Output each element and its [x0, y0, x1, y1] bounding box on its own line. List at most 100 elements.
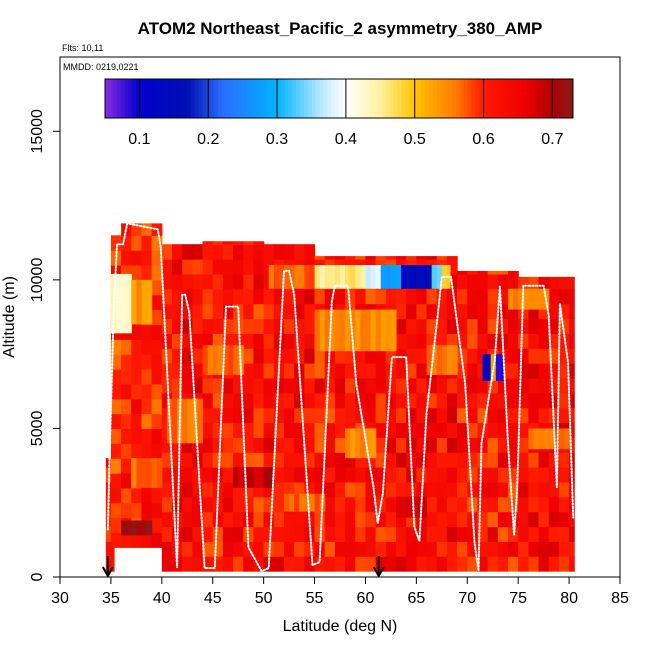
heatmap-cell	[396, 511, 407, 528]
colorbar-segment	[159, 79, 164, 118]
heatmap-cell	[365, 392, 377, 409]
heatmap-cell	[558, 276, 570, 290]
heatmap-cell	[110, 502, 122, 519]
colorbar-segment	[467, 79, 473, 118]
heatmap-cell	[263, 348, 275, 364]
heatmap-cell	[467, 437, 479, 453]
heatmap-cell	[436, 392, 448, 409]
heatmap-cell	[375, 556, 387, 572]
heatmap-cell	[212, 303, 224, 320]
heatmap-cell	[508, 333, 519, 349]
colorbar-segment	[448, 79, 453, 118]
heatmap-cell	[457, 377, 468, 394]
colorbar-segment	[132, 79, 137, 118]
heatmap-patch	[538, 428, 545, 450]
date-note: MMDD: 0219,0221	[63, 62, 139, 72]
heatmap-cell	[273, 333, 285, 349]
heatmap-cell	[121, 413, 132, 430]
heatmap-cell	[334, 392, 346, 409]
heatmap-cell	[161, 481, 173, 498]
heatmap-cell	[314, 437, 326, 453]
heatmap-cell	[202, 259, 214, 275]
heatmap-cell	[105, 526, 115, 542]
heatmap-patch	[182, 398, 188, 444]
heatmap-cell	[446, 422, 458, 438]
heatmap-cell	[497, 526, 509, 542]
heatmap-patch	[329, 309, 336, 352]
heatmap-cell	[446, 333, 458, 349]
heatmap-cell	[426, 541, 438, 557]
heatmap-cell	[457, 392, 468, 409]
colorbar-segment	[303, 79, 309, 118]
x-tick-label: 65	[407, 590, 425, 607]
heatmap-cell	[355, 288, 367, 305]
heatmap-cell	[314, 526, 326, 542]
heatmap-cell	[161, 526, 173, 542]
heatmap-cell	[528, 526, 540, 542]
heatmap-cell	[396, 333, 407, 349]
colorbar-tick-label: 0.4	[335, 131, 357, 148]
heatmap-cell	[365, 511, 377, 528]
heatmap-cell	[467, 526, 479, 542]
chart-title: ATOM2 Northeast_Pacific_2 asymmetry_380_…	[138, 19, 543, 38]
heatmap-cell	[212, 496, 224, 513]
heatmap-cell	[222, 333, 234, 349]
heatmap-cell	[294, 526, 305, 542]
heatmap-cell	[192, 511, 204, 528]
heatmap-cell	[182, 511, 193, 528]
heatmap-cell	[263, 288, 275, 305]
heatmap-cell	[416, 541, 428, 557]
colorbar-segment	[120, 79, 125, 118]
heatmap-cell	[518, 541, 529, 557]
heatmap-cell	[518, 526, 529, 542]
heatmap-cell	[558, 526, 570, 542]
heatmap-patch	[207, 345, 214, 375]
colorbar-segment	[222, 79, 227, 118]
heatmap-cell	[457, 511, 468, 528]
heatmap-patch	[289, 265, 295, 289]
heatmap-cell	[121, 443, 132, 459]
heatmap-cell	[161, 259, 173, 275]
heatmap-patch	[156, 458, 163, 488]
heatmap-cell	[263, 526, 275, 542]
heatmap-cell	[446, 511, 458, 528]
heatmap-cell	[375, 392, 387, 409]
heatmap-cell	[426, 318, 438, 334]
heatmap-cell	[416, 363, 428, 379]
heatmap-cell	[569, 392, 575, 409]
heatmap-cell	[416, 422, 428, 438]
colorbar-segment	[183, 79, 188, 118]
heatmap-cell	[477, 377, 489, 394]
heatmap-cell	[324, 363, 336, 379]
heatmap-cell	[538, 541, 550, 557]
colorbar-segment	[296, 79, 301, 118]
heatmap-patch	[284, 493, 290, 512]
heatmap-cell	[233, 244, 244, 260]
heatmap-cell	[406, 526, 417, 542]
heatmap-cell	[172, 377, 183, 394]
heatmap-cell	[385, 496, 397, 513]
location-arrow	[101, 556, 114, 579]
heatmap-cell	[334, 256, 346, 260]
heatmap-cell	[253, 481, 265, 498]
heatmap-cell	[436, 256, 448, 260]
heatmap-cell	[406, 363, 417, 379]
colorbar-segment	[198, 79, 203, 118]
heatmap-cell	[233, 273, 244, 290]
heatmap-cell	[253, 496, 265, 513]
heatmap-cell	[334, 481, 346, 498]
colorbar-segment	[112, 79, 118, 118]
heatmap-cell	[467, 363, 479, 379]
heatmap-cell	[324, 556, 336, 572]
heatmap-cell	[110, 339, 122, 355]
heatmap-cell	[334, 541, 346, 557]
heatmap-cell	[477, 511, 489, 528]
heatmap-cell	[243, 437, 255, 453]
heatmap-cell	[365, 541, 377, 557]
colorbar-segment	[124, 79, 129, 118]
heatmap-patch	[508, 288, 514, 310]
heatmap-patch	[482, 354, 489, 381]
heatmap-cell	[426, 511, 438, 528]
heatmap-cell	[446, 377, 458, 394]
heatmap-cell	[192, 541, 204, 557]
